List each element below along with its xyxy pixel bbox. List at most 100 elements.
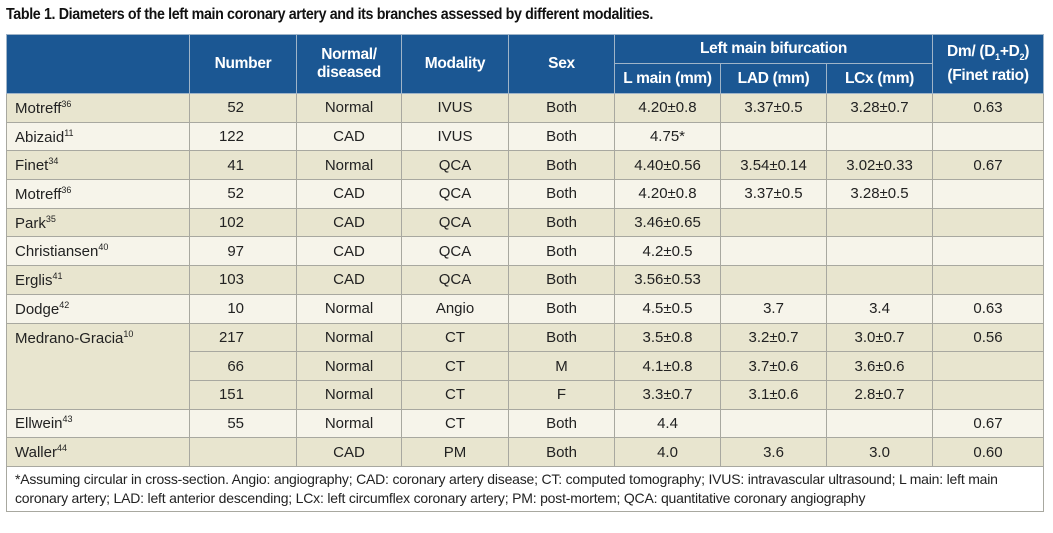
cell-lcx: 3.6±0.6 — [825, 351, 934, 381]
cell-lmain: 4.1±0.8 — [614, 351, 721, 381]
cell-study: Motreff36 — [6, 179, 190, 209]
cell-status: Normal — [296, 322, 402, 353]
cell-study: Erglis41 — [6, 265, 190, 295]
cell-finet — [932, 265, 1045, 295]
cell-study: Medrano-Gracia10 — [6, 322, 190, 410]
cell-number: 151 — [189, 379, 297, 410]
cell-sex: Both — [508, 265, 615, 295]
cell-lmain: 4.40±0.56 — [614, 150, 721, 181]
cell-lcx — [825, 121, 934, 152]
cell-status: CAD — [296, 207, 402, 238]
cell-lmain: 4.4 — [614, 408, 721, 439]
cell-sex: Both — [508, 207, 615, 238]
table-row: Waller44 CAD PM Both 4.0 3.6 3.0 0.60 — [6, 437, 1045, 467]
cell-status: Normal — [296, 379, 402, 410]
cell-finet — [932, 121, 1045, 152]
table-row: Erglis41 103 CAD QCA Both 3.56±0.53 — [6, 265, 1045, 295]
cell-sex: M — [508, 351, 615, 381]
footnote: *Assuming circular in cross-section. Ang… — [5, 465, 1045, 512]
cell-sex: F — [508, 379, 615, 410]
cell-study: Ellwein43 — [6, 408, 190, 439]
table-row: Motreff36 52 CAD QCA Both 4.20±0.8 3.37±0.5 3.2… — [6, 179, 1045, 209]
cell-finet — [932, 207, 1045, 238]
cell-lcx: 3.28±0.7 — [825, 93, 934, 123]
header-study — [6, 34, 190, 94]
table-title: Table 1. Diameters of the left main coro… — [6, 6, 653, 23]
cell-status: CAD — [296, 121, 402, 152]
cell-modality: CT — [401, 322, 509, 353]
cell-sex: Both — [508, 121, 615, 152]
cell-sex: Both — [508, 93, 615, 123]
cell-status: CAD — [296, 437, 402, 467]
table-row: 151 Normal CT F 3.3±0.7 3.1±0.6 2.8±0.7 — [7, 379, 1045, 410]
cell-lad: 3.2±0.7 — [720, 322, 827, 353]
cell-lmain: 3.46±0.65 — [614, 207, 721, 238]
cell-status: CAD — [296, 236, 402, 267]
header-modality: Modality — [401, 34, 509, 94]
cell-lcx — [825, 207, 934, 238]
cell-lcx: 3.4 — [825, 293, 934, 324]
cell-finet: 0.63 — [932, 293, 1045, 324]
cell-status: Normal — [296, 93, 402, 123]
cell-lmain: 4.75* — [614, 121, 721, 152]
table-row: Park35 102 CAD QCA Both 3.46±0.65 — [6, 207, 1045, 238]
cell-modality: Angio — [401, 293, 509, 324]
cell-lad: 3.7±0.6 — [720, 351, 827, 381]
cell-study: Waller44 — [6, 437, 190, 467]
cell-lad: 3.7 — [720, 293, 827, 324]
table-row: Christiansen40 97 CAD QCA Both 4.2±0.5 — [6, 236, 1045, 267]
cell-status: Normal — [296, 408, 402, 439]
cell-finet — [932, 379, 1045, 410]
cell-lcx — [825, 408, 934, 439]
header-bifurcation: Left main bifurcation — [613, 34, 934, 64]
table-row: 66 Normal CT M 4.1±0.8 3.7±0.6 3.6±0.6 — [7, 351, 1045, 381]
cell-number: 217 — [189, 322, 297, 353]
table-row: Medrano-Gracia10 217 Normal CT Both 3.5±0.8 3.… — [6, 322, 1045, 410]
cell-study: Motreff36 — [6, 93, 190, 123]
cell-lad — [720, 265, 827, 295]
cell-status: CAD — [296, 179, 402, 209]
diameters-table: Number Normal/ diseased Modality Sex Lef… — [5, 34, 1045, 512]
cell-lcx: 3.28±0.5 — [825, 179, 934, 209]
cell-finet — [932, 351, 1045, 381]
cell-lad — [720, 408, 827, 439]
cell-lad: 3.1±0.6 — [720, 379, 827, 410]
cell-finet: 0.60 — [932, 437, 1045, 467]
cell-lad — [720, 207, 827, 238]
cell-lmain: 3.56±0.53 — [614, 265, 721, 295]
header-number: Number — [189, 34, 297, 94]
cell-lad: 3.6 — [720, 437, 827, 467]
cell-lmain: 4.20±0.8 — [614, 179, 721, 209]
cell-modality: IVUS — [401, 121, 509, 152]
cell-number: 122 — [189, 121, 297, 152]
cell-lad: 3.37±0.5 — [720, 179, 827, 209]
cell-study: Abizaid11 — [6, 121, 190, 152]
cell-sex: Both — [508, 236, 615, 267]
cell-number: 41 — [189, 150, 297, 181]
cell-lcx: 3.02±0.33 — [825, 150, 934, 181]
cell-status: Normal — [296, 150, 402, 181]
cell-sex: Both — [508, 437, 615, 467]
cell-finet: 0.67 — [932, 150, 1045, 181]
cell-lcx — [825, 265, 934, 295]
table-row: Finet34 41 Normal QCA Both 4.40±0.56 3.54±0.14… — [6, 150, 1045, 181]
cell-finet: 0.56 — [932, 322, 1045, 353]
cell-modality: QCA — [401, 207, 509, 238]
table-row: Dodge42 10 Normal Angio Both 4.5±0.5 3.7 3.4 0.6… — [6, 293, 1045, 324]
cell-finet: 0.63 — [932, 93, 1045, 123]
cell-number: 52 — [189, 179, 297, 209]
cell-lmain: 4.5±0.5 — [614, 293, 721, 324]
header-normal-diseased: Normal/ diseased — [296, 34, 402, 94]
cell-number: 103 — [189, 265, 297, 295]
header-sex: Sex — [508, 34, 615, 94]
cell-number: 102 — [189, 207, 297, 238]
cell-status: CAD — [296, 265, 402, 295]
header-lmain: L main (mm) — [614, 63, 721, 94]
cell-modality: PM — [401, 437, 509, 467]
cell-number: 66 — [189, 351, 297, 381]
cell-sex: Both — [508, 179, 615, 209]
header-finet: Dm/ (D1+D2) (Finet ratio) — [932, 34, 1045, 94]
cell-lcx — [825, 236, 934, 267]
cell-number: 52 — [189, 93, 297, 123]
table-row: Ellwein43 55 Normal CT Both 4.4 0.67 — [6, 408, 1045, 439]
